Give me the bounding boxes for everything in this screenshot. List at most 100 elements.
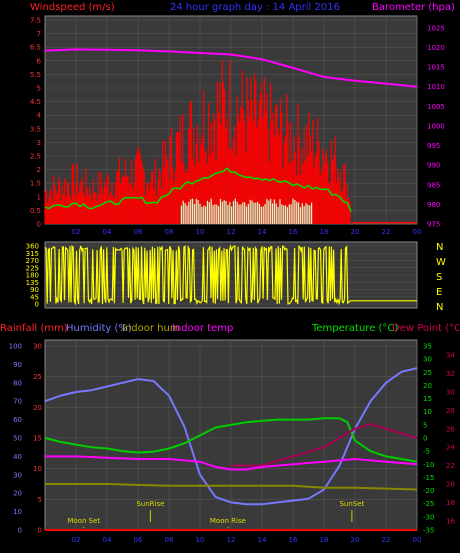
- barometer-tick: 1020: [427, 44, 445, 52]
- compass-s: S: [436, 272, 442, 283]
- marker-label: SunRise: [136, 500, 164, 508]
- barometer-tick: 975: [427, 221, 440, 229]
- dewpoint-tick: 18: [446, 499, 455, 507]
- hour-tick: 16: [289, 228, 298, 236]
- dewpoint-axis-title: Dew Point (°C): [392, 323, 460, 334]
- barometer-tick: 1025: [427, 24, 445, 32]
- marker-label: Moon Rise: [210, 517, 246, 525]
- dewpoint-tick: 34: [446, 352, 455, 360]
- direction-tick: 135: [26, 279, 39, 287]
- hour-tick: 08: [165, 228, 174, 236]
- dewpoint-tick: 26: [446, 425, 455, 433]
- barometer-tick: 990: [427, 162, 440, 170]
- hour-tick: 04: [103, 228, 112, 236]
- indoor-temp-label: Indoor temp: [172, 323, 233, 334]
- barometer-tick: 1005: [427, 103, 445, 111]
- windspeed-tick: 1: [37, 193, 41, 201]
- humidity-tick: 70: [13, 398, 22, 406]
- barometer-tick: 995: [427, 142, 440, 150]
- dewpoint-tick: 30: [446, 389, 455, 397]
- hour-tick: 02: [72, 228, 81, 236]
- temperature-tick: -25: [423, 500, 434, 508]
- compass-n-bottom: N: [436, 302, 443, 313]
- windspeed-tick: 3: [37, 139, 41, 147]
- barometer-tick: 1010: [427, 83, 445, 91]
- hour-tick: 12: [227, 228, 236, 236]
- humidity-tick: 50: [13, 435, 22, 443]
- hour-tick: 18: [320, 536, 329, 544]
- temperature-tick: 20: [423, 382, 432, 390]
- humidity-axis-title: Humidity (%): [66, 323, 132, 334]
- marker-label: SunSet: [339, 500, 364, 508]
- humidity-tick: 100: [9, 343, 22, 351]
- temperature-axes: 0510152025300102030405060708090100-35-30…: [9, 343, 456, 545]
- moonrise-marker: Moon Rise: [210, 517, 246, 528]
- temperature-line: [44, 417, 418, 463]
- humidity-tick: 60: [13, 416, 22, 424]
- sunset-marker: SunSet: [339, 500, 365, 522]
- hour-tick: 18: [320, 228, 329, 236]
- marker-label: Moon Set: [67, 517, 100, 525]
- temperature-tick: -10: [423, 461, 434, 469]
- windspeed-tick: 7: [37, 30, 41, 38]
- barometer-tick: 1000: [427, 122, 445, 130]
- hour-tick: 20: [351, 228, 360, 236]
- rainfall-tick: 5: [38, 496, 42, 504]
- hour-tick: 08: [165, 536, 174, 544]
- dewpoint-tick: 16: [446, 517, 455, 525]
- hour-tick: 06: [134, 536, 143, 544]
- rainfall-axis-title: Rainfall (mm): [0, 323, 68, 334]
- wind-axes: 0 0.5 1 1.5 2 2.5 3 3.5 4 4.5 5 5.5 6 6.5 7 7.5 975 980 98…: [30, 17, 445, 237]
- rainfall-tick: 15: [33, 435, 42, 443]
- temperature-tick: 10: [423, 408, 432, 416]
- rainfall-tick: 0: [38, 527, 42, 535]
- compass-w: W: [436, 257, 446, 268]
- direction-tick: 45: [30, 293, 39, 301]
- windspeed-tick: 5.5: [30, 71, 41, 79]
- humidity-tick: 10: [13, 508, 22, 516]
- temperature-tick: 5: [423, 421, 427, 429]
- humidity-tick: 90: [13, 361, 22, 369]
- direction-tick: 360: [26, 243, 39, 251]
- windspeed-tick: 1.5: [30, 180, 41, 188]
- hour-tick: 06: [134, 228, 143, 236]
- hour-tick: 14: [258, 536, 267, 544]
- humidity-tick: 20: [13, 490, 22, 498]
- graph-date-title: 24 hour graph day : 14 April 2016: [170, 2, 340, 13]
- barometer-line: [44, 48, 418, 88]
- dewpoint-tick: 28: [446, 407, 455, 415]
- moonset-marker: Moon Set: [67, 517, 100, 528]
- hour-tick: 04: [103, 536, 112, 544]
- wind-series: [44, 48, 418, 224]
- hour-tick: 02: [72, 536, 81, 544]
- dewpoint-tick: 20: [446, 481, 455, 489]
- temperature-tick: -35: [423, 527, 434, 535]
- temperature-axis-title: Temperature (°C): [311, 323, 398, 334]
- humidity-tick: 0: [18, 527, 22, 535]
- hour-tick: 22: [382, 228, 391, 236]
- barometer-axis-title: Barometer (hpa): [372, 2, 455, 13]
- hour-tick: 14: [258, 228, 267, 236]
- temperature-tick: 25: [423, 369, 432, 377]
- windspeed-tick: 7.5: [30, 17, 41, 25]
- temperature-tick: 15: [423, 395, 432, 403]
- wind-average-line: [44, 167, 352, 212]
- windspeed-tick: 3.5: [30, 125, 41, 133]
- direction-tick: 0: [35, 301, 39, 309]
- hour-tick: 16: [289, 536, 298, 544]
- windspeed-tick: 6.5: [30, 44, 41, 52]
- temperature-tick: 35: [423, 343, 432, 351]
- compass-n-top: N: [436, 242, 443, 253]
- barometer-tick: 980: [427, 201, 440, 209]
- compass-e: E: [436, 287, 442, 298]
- barometer-tick: 985: [427, 181, 440, 189]
- temperature-series: SunRise SunSet Moon Set Moon Rise: [44, 367, 418, 531]
- windspeed-tick: 2: [37, 166, 41, 174]
- humidity-tick: 40: [13, 453, 22, 461]
- direction-tick: 225: [26, 264, 39, 272]
- hour-tick: 12: [227, 536, 236, 544]
- windspeed-tick: 0.5: [30, 207, 41, 215]
- rainfall-tick: 30: [33, 343, 42, 351]
- windspeed-tick: 4.5: [30, 98, 41, 106]
